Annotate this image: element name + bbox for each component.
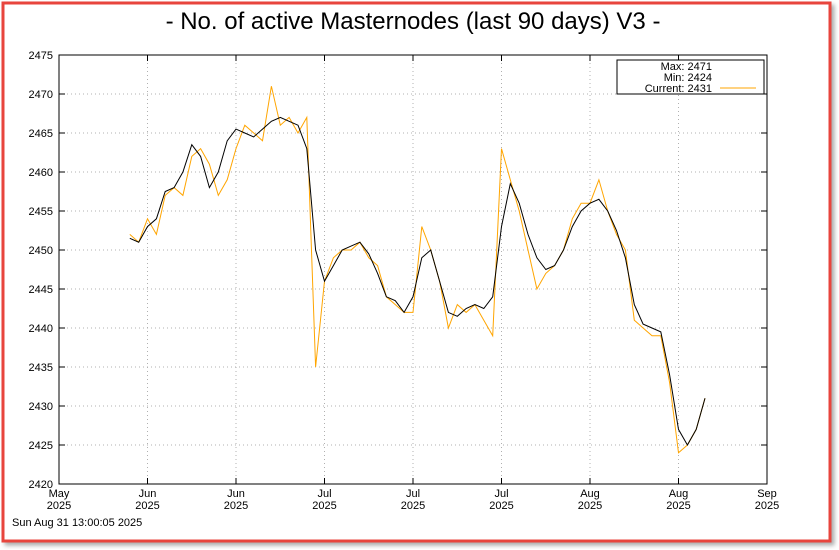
x-tick-label: Jun 2025 (135, 488, 160, 512)
x-tick-label: Jul 2025 (400, 488, 426, 512)
chart-title: - No. of active Masternodes (last 90 day… (166, 8, 661, 35)
x-tick-label: Aug 2025 (577, 488, 603, 512)
x-tick-label: Jul 2025 (312, 488, 337, 512)
x-tick-label: Jul 2025 (489, 488, 514, 512)
y-tick-label: 2470 (29, 89, 53, 101)
legend-label: Max: 2471 (661, 61, 712, 73)
y-tick-label: 2425 (29, 440, 53, 452)
y-tick-label: 2435 (29, 362, 53, 374)
y-tick-label: 2455 (29, 206, 53, 218)
footer: Sun Aug 31 13:00:05 2025 (12, 517, 142, 529)
legend-label: Current: 2431 (645, 83, 712, 95)
y-tick-label: 2475 (29, 50, 53, 62)
y-tick-label: 2460 (29, 167, 53, 179)
y-tick-label: 2450 (29, 245, 53, 257)
series-line (129, 116, 706, 447)
y-tick-label: 2430 (29, 401, 53, 413)
x-tick-label: Sep 2025 (754, 488, 780, 512)
x-tick-label: Jun 2025 (223, 488, 249, 512)
y-tick-label: 2440 (29, 323, 53, 335)
x-tick-label: Aug 2025 (666, 488, 691, 512)
plot-border (58, 54, 768, 485)
y-tick-label: 2420 (29, 479, 53, 491)
legend-label: Min: 2424 (664, 72, 712, 84)
y-tick-label: 2445 (29, 284, 53, 296)
y-tick-label: 2465 (29, 128, 53, 140)
x-tick-label: May 2025 (46, 488, 72, 512)
